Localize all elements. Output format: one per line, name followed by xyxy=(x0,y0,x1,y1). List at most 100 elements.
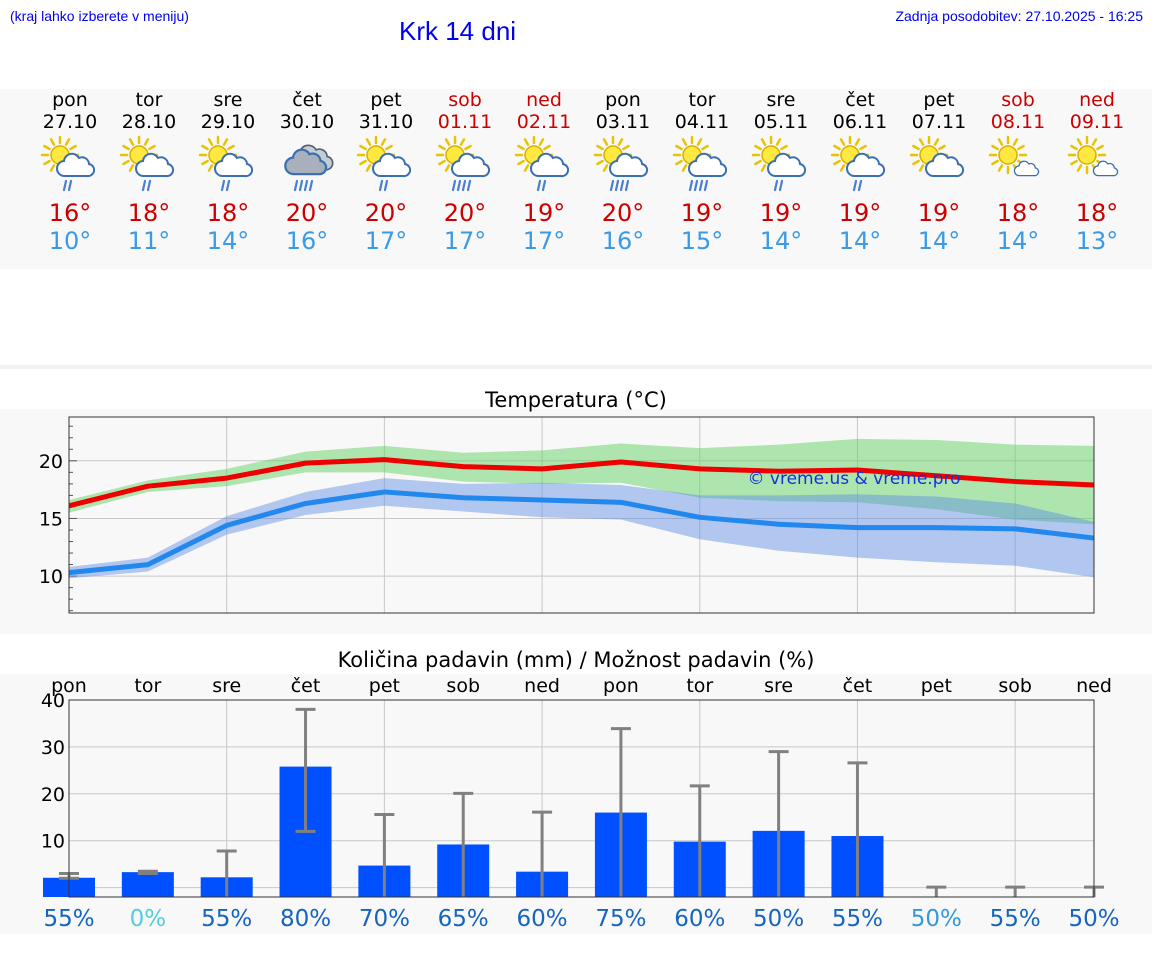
min-temperature: 16° xyxy=(601,227,645,255)
day-column: ned 02.11 19° 17° xyxy=(504,89,584,255)
max-temperature: 19° xyxy=(759,199,803,227)
sun-cloud-rain-icon xyxy=(512,135,576,195)
min-temperature: 17° xyxy=(443,227,487,255)
y-tick-label: 40 xyxy=(41,690,65,712)
min-temperature: 14° xyxy=(838,227,882,255)
max-temperature: 18° xyxy=(1075,199,1119,227)
temperature-chart: 10 15 20 © vreme.us & vreme.pro xyxy=(39,416,1095,614)
day-date: 07.11 xyxy=(911,111,967,133)
plot-frame xyxy=(68,416,1095,614)
sun-cloud-rain-icon xyxy=(354,135,418,195)
divider xyxy=(0,365,1152,369)
sun-cloud-rain-icon xyxy=(749,135,813,195)
min-temperature: 17° xyxy=(364,227,408,255)
day-column: pet 31.10 20° 17° xyxy=(346,89,426,255)
day-date: 30.10 xyxy=(279,111,335,133)
day-name: ned xyxy=(1079,89,1115,111)
temperature-chart-title: Temperatura (°C) xyxy=(485,388,667,412)
precipitation-probability: 60% xyxy=(674,906,725,932)
day-date: 27.10 xyxy=(42,111,98,133)
min-temperature: 13° xyxy=(1075,227,1119,255)
min-temperature: 14° xyxy=(206,227,250,255)
precipitation-probability: 50% xyxy=(911,906,962,932)
day-name: pet xyxy=(923,89,955,111)
precipitation-bar xyxy=(121,872,174,897)
y-tick-label: 15 xyxy=(39,508,63,530)
min-temperature: 14° xyxy=(996,227,1040,255)
x-category-label: ned xyxy=(524,675,560,697)
y-tick-label: 10 xyxy=(41,831,65,853)
precipitation-probability: 65% xyxy=(438,906,489,932)
day-column: tor 04.11 19° 15° xyxy=(662,89,742,255)
y-tick-label: 20 xyxy=(41,784,65,806)
y-tick-label: 10 xyxy=(39,566,63,588)
day-column: čet 06.11 19° 14° xyxy=(820,89,900,255)
day-date: 08.11 xyxy=(990,111,1046,133)
precipitation-probability: 50% xyxy=(1068,906,1119,932)
day-name: tor xyxy=(688,89,716,111)
day-name: pon xyxy=(52,89,88,111)
min-temperature-range-band xyxy=(69,478,1094,579)
precipitation-probability: 60% xyxy=(517,906,568,932)
min-temperature: 16° xyxy=(285,227,329,255)
max-temperature: 20° xyxy=(443,199,487,227)
min-temperature: 17° xyxy=(522,227,566,255)
sun-cloud-icon xyxy=(907,135,971,195)
min-temperature: 11° xyxy=(127,227,171,255)
sun-cloud-heavy-rain-icon xyxy=(433,135,497,195)
precipitation-probability: 55% xyxy=(832,906,883,932)
max-temperature: 19° xyxy=(522,199,566,227)
max-temperature: 19° xyxy=(680,199,724,227)
max-temperature: 20° xyxy=(285,199,329,227)
sun-cloud-heavy-rain-icon xyxy=(591,135,655,195)
max-temperature: 19° xyxy=(917,199,961,227)
watermark: © vreme.us & vreme.pro xyxy=(747,469,960,489)
day-date: 31.10 xyxy=(358,111,414,133)
x-category-label: ned xyxy=(1076,675,1112,697)
daily-forecast: pon 27.10 16° 10° tor 28.10 18° 11° sre 29.10 18° 1… xyxy=(30,89,1140,259)
sun-small-cloud-icon xyxy=(1065,135,1129,195)
x-category-label: čet xyxy=(291,675,321,697)
x-category-label: sre xyxy=(764,675,793,697)
max-temperature: 16° xyxy=(48,199,92,227)
sun-cloud-heavy-rain-icon xyxy=(670,135,734,195)
day-name: čet xyxy=(845,89,875,111)
x-category-label: tor xyxy=(134,675,161,697)
precipitation-probability: 55% xyxy=(201,906,252,932)
x-category-label: sob xyxy=(998,675,1032,697)
max-temperature: 18° xyxy=(996,199,1040,227)
day-date: 09.11 xyxy=(1069,111,1125,133)
sun-cloud-rain-icon xyxy=(38,135,102,195)
day-name: sre xyxy=(766,89,796,111)
x-category-label: tor xyxy=(686,675,713,697)
day-date: 01.11 xyxy=(437,111,493,133)
plot-frame xyxy=(68,699,1095,898)
day-date: 04.11 xyxy=(674,111,730,133)
max-temperature: 20° xyxy=(364,199,408,227)
day-column: sre 05.11 19° 14° xyxy=(741,89,821,255)
precipitation-probability: 75% xyxy=(595,906,646,932)
day-name: čet xyxy=(292,89,322,111)
forecast-band xyxy=(0,89,1152,269)
precipitation-probability: 0% xyxy=(130,906,167,932)
day-date: 06.11 xyxy=(832,111,888,133)
day-column: pon 27.10 16° 10° xyxy=(30,89,110,255)
x-category-label: sob xyxy=(446,675,480,697)
location-hint: (kraj lahko izberete v meniju) xyxy=(10,8,189,24)
day-name: ned xyxy=(526,89,562,111)
day-column: pon 03.11 20° 16° xyxy=(583,89,663,255)
precipitation-chart: 010203040pontorsrečetpetsobnedpontorsreč… xyxy=(41,675,1120,932)
day-column: sob 08.11 18° 14° xyxy=(978,89,1058,255)
min-temperature: 15° xyxy=(680,227,724,255)
max-temperature: 20° xyxy=(601,199,645,227)
x-category-label: pon xyxy=(603,675,639,697)
sun-cloud-rain-icon xyxy=(828,135,892,195)
sun-cloud-rain-icon xyxy=(196,135,260,195)
page-title: Krk 14 dni xyxy=(399,16,517,46)
day-date: 29.10 xyxy=(200,111,256,133)
day-date: 02.11 xyxy=(516,111,572,133)
day-name: sob xyxy=(448,89,482,111)
day-column: pet 07.11 19° 14° xyxy=(899,89,979,255)
day-name: pon xyxy=(605,89,641,111)
precipitation-probability: 50% xyxy=(753,906,804,932)
